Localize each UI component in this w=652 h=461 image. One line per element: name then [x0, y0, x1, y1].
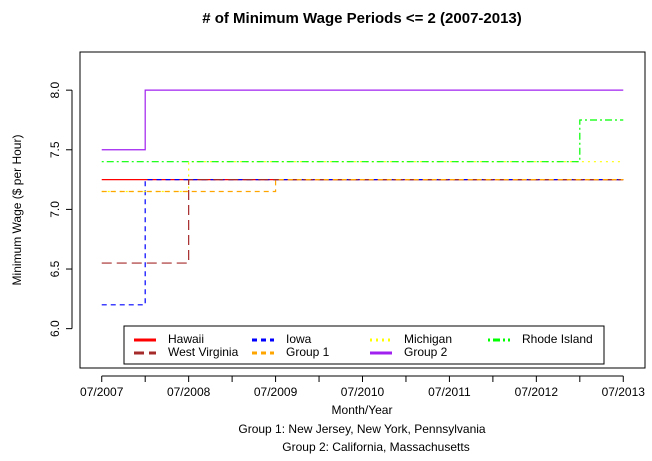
y-axis-label: Minimum Wage ($ per Hour) [10, 135, 24, 286]
legend-label: Michigan [404, 332, 452, 346]
legend-label: Group 2 [404, 345, 448, 359]
series-line [101, 178, 624, 193]
y-tick-label: 8.0 [48, 81, 62, 98]
x-tick-label: 07/2007 [80, 385, 124, 399]
plot-frame [79, 51, 646, 369]
x-tick-label: 07/2012 [515, 385, 559, 399]
footnote: Group 1: New Jersey, New York, Pennsylva… [238, 422, 486, 436]
x-tick-label: 07/2011 [428, 385, 471, 399]
y-tick-label: 6.0 [48, 320, 62, 337]
y-tick-label: 7.5 [48, 141, 62, 158]
series-line [101, 119, 624, 163]
chart-title: # of Minimum Wage Periods <= 2 (2007-201… [202, 10, 522, 27]
x-tick-label: 07/2009 [254, 385, 298, 399]
legend-label: Hawaii [168, 332, 204, 346]
series-line [101, 161, 624, 193]
series-line [101, 178, 624, 306]
series-line [101, 89, 624, 151]
x-tick-label: 07/2013 [602, 385, 646, 399]
x-axis-label: Month/Year [332, 403, 393, 417]
x-tick-label: 07/2010 [341, 385, 385, 399]
legend-label: West Virginia [168, 345, 239, 359]
legend-label: Iowa [286, 332, 312, 346]
legend-label: Rhode Island [522, 332, 593, 346]
y-tick-label: 6.5 [48, 260, 62, 277]
legend-label: Group 1 [286, 345, 330, 359]
x-tick-label: 07/2008 [167, 385, 211, 399]
legend-box [123, 325, 605, 365]
y-tick-label: 7.0 [48, 201, 62, 218]
series-line [101, 178, 624, 264]
footnote: Group 2: California, Massachusetts [282, 440, 469, 454]
